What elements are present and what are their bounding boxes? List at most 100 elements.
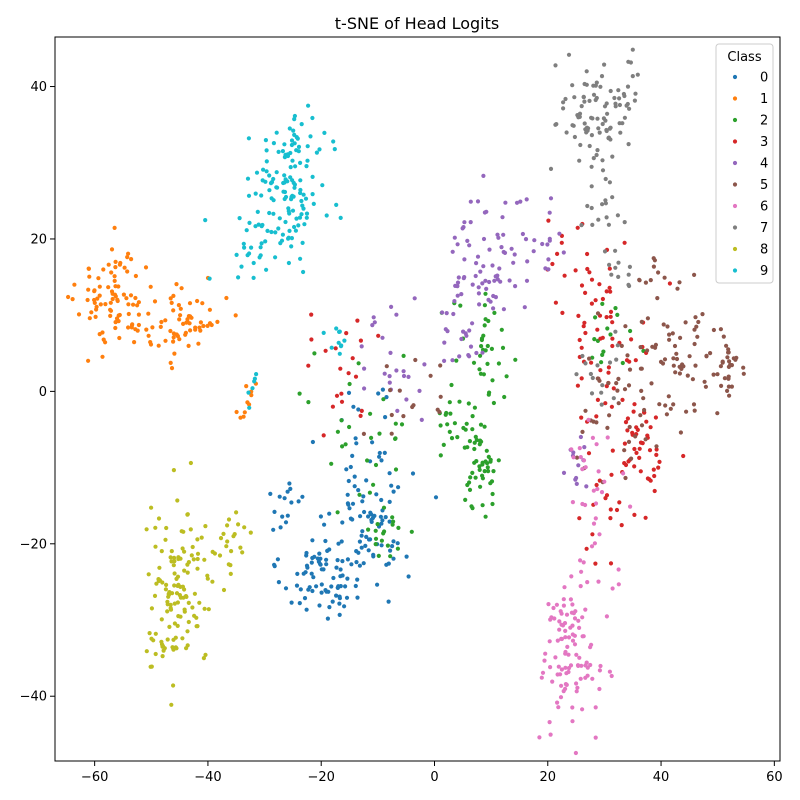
point-class-9 (294, 216, 299, 221)
point-class-9 (296, 223, 301, 228)
point-class-7 (599, 402, 604, 407)
point-class-8 (188, 527, 193, 532)
point-class-6 (585, 665, 590, 670)
point-class-7 (585, 203, 590, 209)
point-class-3 (321, 433, 326, 438)
point-class-5 (704, 353, 709, 358)
point-class-5 (678, 430, 684, 435)
point-class-1 (126, 251, 131, 256)
point-class-0 (410, 471, 416, 476)
point-class-7 (595, 363, 600, 368)
point-class-2 (297, 391, 302, 396)
legend: Class 0 1 2 3 4 5 6 7 8 9 (715, 43, 774, 284)
point-class-8 (228, 571, 233, 577)
point-class-3 (625, 428, 630, 433)
point-class-9 (282, 142, 287, 147)
point-class-0 (304, 550, 309, 556)
point-class-7 (581, 94, 586, 99)
point-class-6 (592, 541, 598, 546)
point-class-8 (144, 649, 149, 654)
point-class-9 (310, 174, 315, 179)
point-class-3 (376, 333, 381, 338)
point-class-5 (664, 412, 670, 417)
point-class-8 (149, 636, 154, 641)
point-class-7 (577, 158, 582, 163)
point-class-4 (455, 280, 461, 285)
point-class-1 (178, 313, 183, 318)
point-class-5 (728, 362, 733, 367)
point-class-3 (585, 266, 590, 272)
point-class-8 (153, 525, 158, 530)
point-class-4 (499, 245, 504, 250)
point-class-4 (482, 210, 487, 215)
point-class-9 (301, 206, 306, 211)
point-class-6 (593, 501, 599, 506)
point-class-5 (691, 402, 697, 407)
point-class-9 (286, 235, 291, 240)
point-class-4 (394, 368, 399, 373)
point-class-1 (86, 358, 91, 363)
point-class-9 (207, 276, 212, 281)
legend-title: Class (727, 50, 761, 65)
point-class-1 (171, 335, 176, 340)
point-class-5 (594, 420, 599, 425)
point-class-6 (547, 639, 552, 644)
point-class-7 (553, 63, 558, 68)
point-class-8 (168, 555, 173, 560)
point-class-4 (395, 408, 400, 413)
point-class-4 (452, 299, 457, 304)
point-class-0 (379, 521, 384, 526)
point-class-4 (512, 252, 517, 257)
point-class-6 (583, 607, 588, 612)
point-class-2 (401, 353, 406, 358)
point-class-9 (288, 175, 293, 180)
point-class-4 (389, 304, 394, 309)
point-class-1 (207, 307, 212, 312)
point-class-7 (589, 133, 595, 138)
point-class-1 (171, 308, 176, 313)
point-class-4 (404, 397, 409, 402)
point-class-5 (683, 320, 688, 325)
point-class-2 (447, 400, 452, 405)
point-class-3 (652, 473, 657, 479)
point-class-1 (103, 302, 108, 307)
point-class-1 (108, 300, 113, 305)
point-class-1 (95, 296, 100, 301)
point-class-3 (550, 261, 555, 267)
point-class-7 (626, 282, 631, 287)
point-class-0 (326, 589, 331, 594)
point-class-1 (97, 284, 102, 289)
point-class-3 (652, 488, 657, 494)
point-class-9 (259, 193, 264, 198)
point-class-6 (580, 467, 585, 472)
point-class-8 (240, 550, 245, 555)
point-class-1 (112, 225, 117, 230)
point-class-8 (205, 576, 210, 581)
point-class-9 (301, 269, 306, 275)
point-class-3 (610, 448, 615, 453)
point-class-4 (468, 220, 473, 225)
point-class-4 (531, 249, 536, 254)
point-class-6 (547, 720, 552, 725)
point-class-2 (479, 336, 485, 341)
point-class-0 (309, 560, 314, 565)
point-class-8 (163, 537, 168, 542)
point-class-2 (466, 401, 471, 406)
point-class-7 (596, 217, 601, 222)
point-class-3 (358, 338, 363, 343)
point-class-0 (357, 563, 362, 568)
point-class-6 (597, 686, 602, 692)
point-class-2 (396, 525, 401, 531)
point-class-1 (188, 328, 193, 333)
point-class-9 (294, 148, 299, 153)
point-class-3 (559, 240, 564, 245)
point-class-3 (579, 345, 584, 350)
point-class-9 (267, 188, 272, 193)
point-class-3 (582, 320, 587, 325)
point-class-8 (171, 637, 176, 642)
point-class-8 (172, 583, 177, 588)
point-class-4 (561, 250, 566, 255)
point-class-6 (583, 465, 588, 470)
point-class-1 (122, 265, 127, 270)
point-class-2 (368, 411, 373, 416)
